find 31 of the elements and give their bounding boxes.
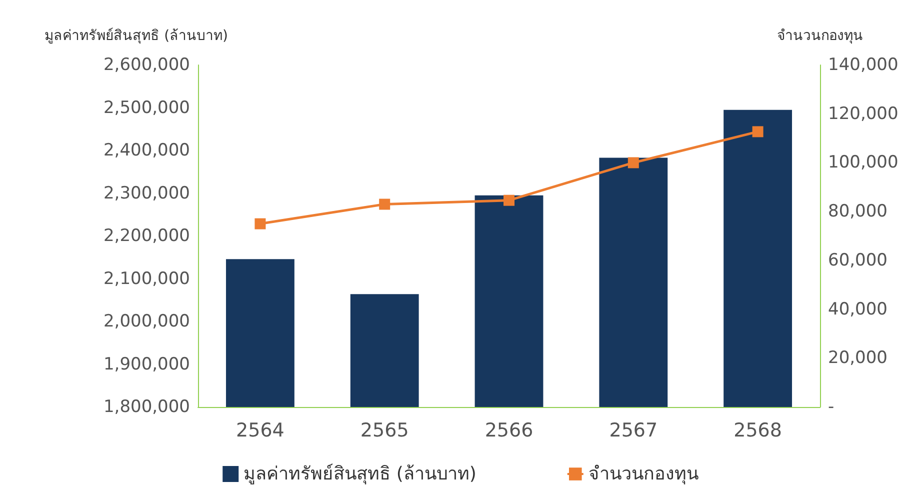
legend-label: จำนวนกองทุน	[588, 464, 698, 484]
x-tick-label: 2568	[734, 420, 782, 442]
y2-tick-label: 40,000	[828, 299, 888, 320]
y-tick-label: 2,200,000	[103, 226, 190, 246]
y2-tick-label: 20,000	[828, 348, 888, 368]
y2-tick-label: 100,000	[828, 152, 898, 173]
point	[379, 198, 390, 210]
y2-tick-label: 80,000	[828, 202, 888, 222]
legend-label: มูลค่าทรัพย์สินสุทธิ (ล้านบาท)	[244, 464, 476, 484]
x-tick-label: 2566	[484, 420, 534, 442]
y-tick-label: 1,800,000	[103, 397, 190, 417]
x-tick-label: 2564	[236, 420, 284, 442]
y-tick-label: 2,100,000	[103, 268, 190, 289]
y-tick-label: 2,000,000	[103, 312, 190, 332]
point	[254, 218, 266, 230]
y2-tick-label: 140,000	[828, 55, 898, 75]
point	[752, 126, 764, 138]
y2-tick-label: 60,000	[828, 250, 888, 270]
y2-tick-label: -	[828, 397, 834, 417]
x-tick-label: 2565	[360, 420, 409, 442]
y-tick-label: 2,500,000	[103, 98, 190, 118]
y-tick-label: 2,600,000	[103, 55, 190, 75]
point	[504, 194, 514, 206]
point	[628, 157, 639, 168]
x-tick-label: 2567	[609, 420, 658, 442]
y-axis-title: มูลค่าทรัพย์สินสุทธิ (ล้านบาท)	[44, 27, 228, 44]
y2-tick-label: 120,000	[828, 104, 898, 124]
y2-axis-title: จำนวนกองทุน	[777, 28, 863, 44]
y-tick-label: 1,900,000	[103, 354, 190, 374]
y-tick-label: 2,300,000	[103, 183, 190, 204]
y-tick-label: 2,400,000	[103, 140, 190, 160]
